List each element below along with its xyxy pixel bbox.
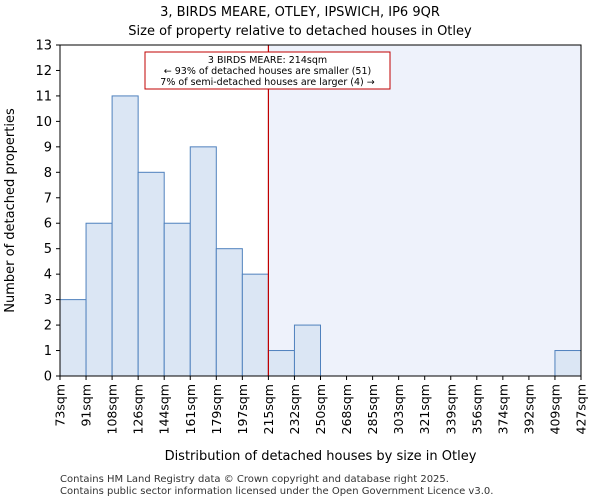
x-tick-label: 321sqm [417,384,432,434]
x-tick-label: 179sqm [209,384,224,434]
x-tick-label: 339sqm [443,384,458,434]
x-tick-label: 285sqm [365,384,380,434]
y-tick-label: 10 [35,115,52,130]
bar-161sqm [189,146,217,377]
y-tick-label: 0 [44,370,52,385]
bar-232sqm [293,324,322,377]
x-tick-label: 409sqm [547,384,562,434]
y-tick-label: 5 [44,242,52,257]
x-tick-label: 91sqm [79,384,94,427]
y-tick-label: 6 [44,217,52,232]
x-tick-label: 108sqm [105,384,120,434]
x-tick-label: 197sqm [235,384,250,434]
bar-197sqm [241,273,269,377]
bar-179sqm [215,248,243,377]
chart-title: 3, BIRDS MEARE, OTLEY, IPSWICH, IP6 9QR [160,5,440,20]
annotation-line-1: 3 BIRDS MEARE: 214sqm [208,55,327,66]
x-tick-label: 161sqm [183,384,198,434]
x-tick-label: 303sqm [391,384,406,434]
bar-144sqm [163,222,191,377]
x-tick-label: 73sqm [53,384,68,427]
bar-108sqm [111,95,139,377]
bar-73sqm [59,299,87,377]
x-tick-label: 268sqm [339,384,354,434]
y-tick-label: 2 [44,319,52,334]
x-tick-label: 427sqm [574,384,589,434]
x-tick-label: 356sqm [469,384,484,434]
x-tick-label: 374sqm [495,384,510,434]
bar-409sqm [554,350,582,377]
footer-line-2: Contains public sector information licen… [60,486,494,497]
y-tick-label: 11 [35,89,52,104]
bar-91sqm [85,222,113,377]
bar-126sqm [137,171,165,377]
y-axis-label: Number of detached properties [3,108,18,313]
y-tick-label: 1 [44,344,52,359]
y-tick-label: 3 [44,293,52,308]
y-tick-label: 9 [44,140,52,155]
x-tick-label: 126sqm [131,384,146,434]
footer-line-1: Contains HM Land Registry data © Crown c… [60,474,449,485]
bar-215sqm [267,350,295,377]
annotation-box [144,51,391,90]
x-tick-label: 232sqm [287,384,302,434]
y-tick-label: 4 [44,268,52,283]
highlight-region [268,45,581,376]
chart-subtitle: Size of property relative to detached ho… [128,24,472,39]
annotation-line-2: ← 93% of detached houses are smaller (51… [164,66,371,77]
x-tick-label: 392sqm [521,384,536,434]
x-tick-label: 144sqm [157,384,172,434]
annotation-line-3: 7% of semi-detached houses are larger (4… [160,77,374,88]
x-tick-label: 215sqm [261,384,276,434]
y-tick-label: 12 [35,64,52,79]
x-tick-label: 250sqm [313,384,328,434]
y-tick-label: 7 [44,191,52,206]
y-tick-label: 8 [44,166,52,181]
x-axis-label: Distribution of detached houses by size … [165,449,477,464]
y-tick-label: 13 [35,39,52,54]
